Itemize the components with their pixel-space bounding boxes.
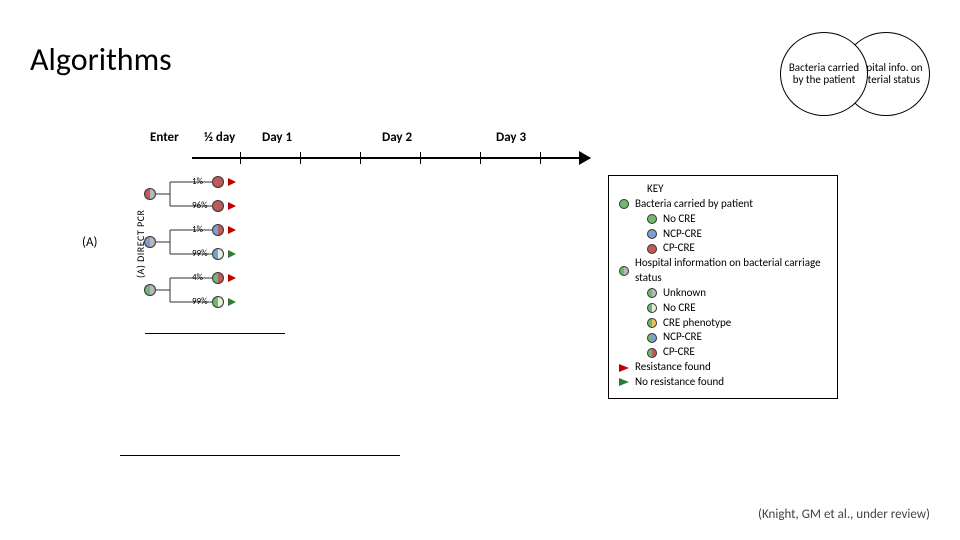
legend-text: No resistance found [635,375,724,390]
legend-row: Hospital information on bacterial carria… [619,256,827,286]
lower-rule [120,455,400,456]
resistance-arrow-icon [228,178,236,186]
legend-dot-icon [619,199,629,209]
tree-half-node [212,296,224,308]
legend-title: KEY [647,182,827,197]
timeline-label: Day 1 [262,130,292,145]
tree-pct-label: 99% [192,248,208,259]
timeline [150,152,590,166]
legend-text: No CRE [663,212,696,227]
timeline-tick [480,152,481,164]
legend-row: No CRE [647,212,827,227]
timeline-arrowhead-icon [579,151,591,165]
tree-pct-label: 1% [192,224,203,235]
legend-halfdot-icon [619,266,629,276]
legend-row: Resistance found [619,360,827,375]
legend-text: Hospital information on bacterial carria… [635,256,827,286]
timeline-tick [420,152,421,164]
legend-halfdot-icon [647,348,657,358]
legend-text: CP-CRE [663,345,695,360]
legend-text: CP-CRE [663,241,695,256]
tree-pct-label: 1% [192,176,203,187]
legend-row: Bacteria carried by patient [619,197,827,212]
legend-row: CP-CRE [647,241,827,256]
legend-arrow-icon [619,364,629,372]
tree-pct-label: 96% [192,200,208,211]
legend-text: NCP-CRE [663,330,702,345]
legend-arrow-icon [619,378,629,386]
legend-row: No CRE [647,301,827,316]
legend-row: No resistance found [619,375,827,390]
resistance-arrow-icon [228,274,236,282]
timeline-label: ½ day [204,130,235,145]
panel-label: (A) [82,235,97,250]
resistance-arrow-icon [228,202,236,210]
legend-halfdot-icon [647,333,657,343]
timeline-label: Day 2 [382,130,412,145]
no-resistance-arrow-icon [228,250,236,258]
tree-half-node [212,248,224,260]
timeline-tick [540,152,541,164]
timeline-label: Enter [150,130,179,145]
legend-row: Unknown [647,286,827,301]
panel-baseline [145,333,285,334]
tree-half-node [212,272,224,284]
timeline-tick [360,152,361,164]
tree-half-node [144,188,156,200]
timeline-labels: Enter ½ day Day 1 Day 2 Day 3 [150,130,600,150]
timeline-tick [240,152,241,164]
tree-half-node [212,176,224,188]
tree-diagram: 1% 96% 1% 99% 4% 99% [144,172,274,332]
timeline-bar [192,157,590,159]
legend-text: NCP-CRE [663,227,702,242]
tree-pct-label: 99% [192,296,208,307]
legend-text: Bacteria carried by patient [635,197,753,212]
no-resistance-arrow-icon [228,298,236,306]
oval-bacteria: Bacteria carried by the patient [780,32,868,116]
tree-half-node [212,200,224,212]
legend-halfdot-icon [647,229,657,239]
slide-title: Algorithms [30,40,172,79]
resistance-arrow-icon [228,226,236,234]
tree-half-node [144,236,156,248]
legend-text: No CRE [663,301,696,316]
legend-halfdot-icon [647,288,657,298]
legend-halfdot-icon [647,244,657,254]
tree-half-node [144,284,156,296]
timeline-tick [300,152,301,164]
legend-row: NCP-CRE [647,330,827,345]
legend-row: CP-CRE [647,345,827,360]
legend-box: KEY Bacteria carried by patientNo CRENCP… [608,175,838,399]
citation: (Knight, GM et al., under review) [758,507,930,522]
legend-row: CRE phenotype [647,316,827,331]
legend-row: NCP-CRE [647,227,827,242]
legend-text: CRE phenotype [663,316,731,331]
timeline-label: Day 3 [496,130,526,145]
tree-half-node [212,224,224,236]
legend-halfdot-icon [647,214,657,224]
oval-pair: Bacteria carried by the patient Hospital… [780,32,930,116]
tree-edges [144,172,274,332]
legend-text: Unknown [663,286,706,301]
tree-pct-label: 4% [192,272,203,283]
legend-halfdot-icon [647,318,657,328]
legend-text: Resistance found [635,360,711,375]
legend-halfdot-icon [647,303,657,313]
